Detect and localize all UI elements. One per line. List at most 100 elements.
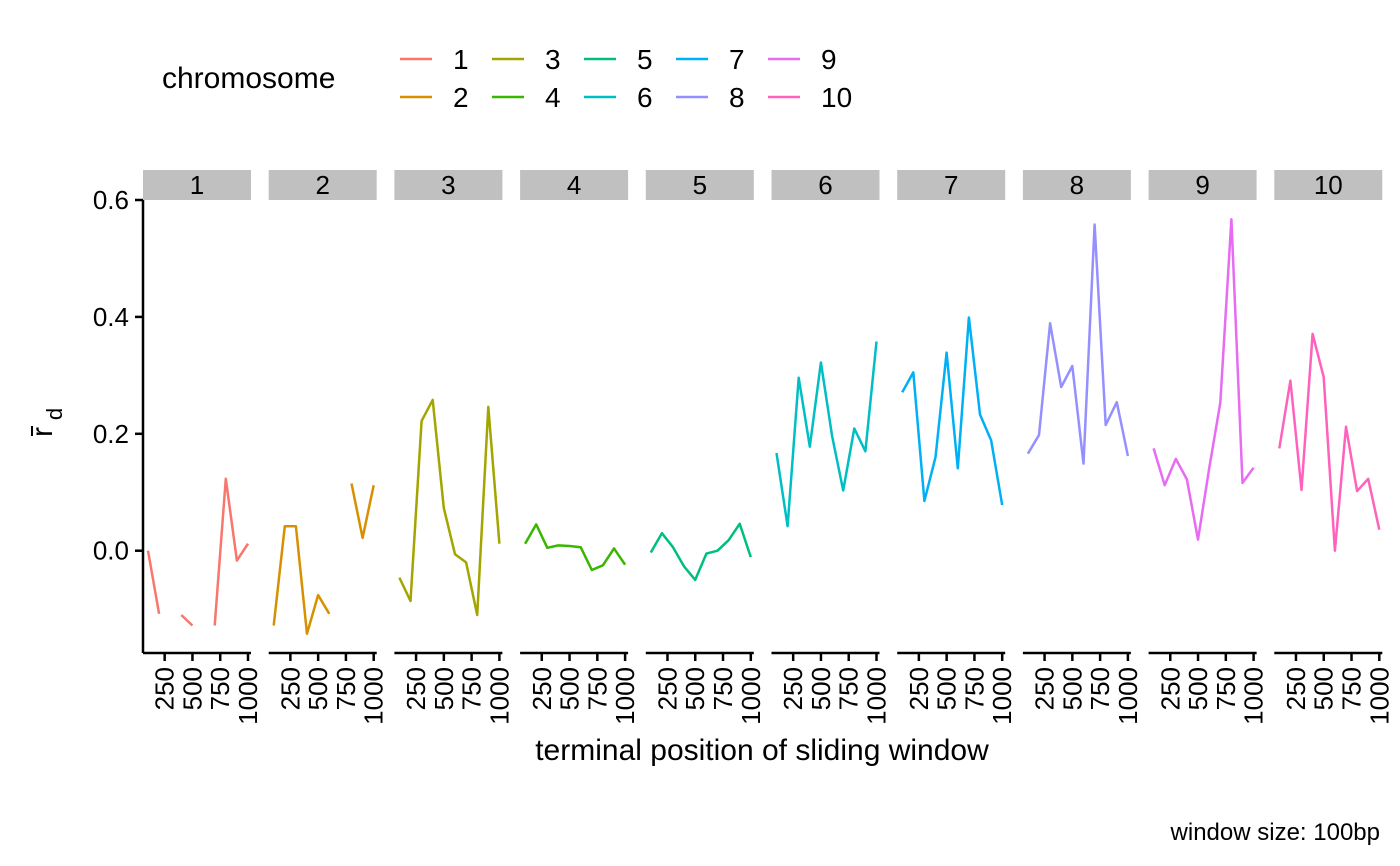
- x-tick-label: 500: [177, 667, 207, 710]
- facet-strip-label: 1: [190, 170, 204, 200]
- facet-strip: [1148, 170, 1257, 200]
- y-tick-label: 0.2: [93, 419, 129, 449]
- y-tick-label: 0.4: [93, 302, 129, 332]
- legend-label: 5: [637, 44, 653, 75]
- series-line-2: [272, 524, 331, 635]
- x-tick-label: 250: [1155, 667, 1185, 710]
- legend-label: 7: [729, 44, 745, 75]
- x-tick-label: 500: [303, 667, 333, 710]
- x-tick-label: 250: [1281, 667, 1311, 710]
- x-tick-label: 750: [582, 667, 612, 710]
- x-tick-label: 1000: [1113, 667, 1143, 725]
- series-line-7: [901, 316, 1004, 506]
- legend-label: 1: [453, 44, 469, 75]
- x-tick-label: 750: [708, 667, 738, 710]
- x-tick-label: 250: [904, 667, 934, 710]
- legend-label: 6: [637, 82, 653, 113]
- series-line-3: [398, 398, 501, 617]
- y-tick-label: 0.6: [93, 185, 129, 215]
- x-tick-label: 1000: [359, 667, 389, 725]
- x-tick-label: 750: [1337, 667, 1367, 710]
- x-tick-label: 750: [205, 667, 235, 710]
- facet-strip: [1022, 170, 1131, 200]
- x-tick-label: 750: [1211, 667, 1241, 710]
- series-line-1: [146, 550, 161, 615]
- series-line-6: [775, 341, 878, 528]
- facet-strip: [394, 170, 503, 200]
- legend-label: 4: [545, 82, 561, 113]
- facet-strip: [1274, 170, 1383, 200]
- legend: chromosome 1 2 3 4 5 6 7 8 9 10: [162, 44, 852, 113]
- legend-label: 2: [453, 82, 469, 113]
- x-tick-label: 1000: [862, 667, 892, 725]
- series-line-5: [649, 522, 752, 582]
- x-tick-label: 750: [959, 667, 989, 710]
- x-tick-label: 1000: [736, 667, 766, 725]
- legend-entry: 1: [400, 44, 469, 75]
- facet-strip-label: 7: [944, 170, 958, 200]
- legend-entry: 8: [676, 82, 745, 113]
- x-tick-label: 500: [1057, 667, 1087, 710]
- x-tick-label: 750: [331, 667, 361, 710]
- y-axis-title: r d: [26, 408, 67, 437]
- facet-strip: [897, 170, 1006, 200]
- facet-strip-label: 2: [315, 170, 329, 200]
- x-tick-label: 250: [275, 667, 305, 710]
- x-tick-label: 500: [932, 667, 962, 710]
- y-tick-label: 0.0: [93, 536, 129, 566]
- y-axis-title-main: r: [26, 427, 59, 437]
- legend-entry: 7: [676, 44, 745, 75]
- x-tick-label: 1000: [484, 667, 514, 725]
- series-line-1: [180, 614, 194, 627]
- x-tick-label: 250: [150, 667, 180, 710]
- facet-strip: [771, 170, 880, 200]
- legend-title: chromosome: [162, 62, 335, 95]
- x-tick-label: 500: [806, 667, 836, 710]
- x-tick-label: 1000: [987, 667, 1017, 725]
- series-line-10: [1278, 332, 1381, 552]
- x-tick-label: 500: [680, 667, 710, 710]
- series-line-4: [524, 523, 627, 572]
- legend-entry: 9: [768, 44, 837, 75]
- facet-strip: [520, 170, 629, 200]
- x-tick-label: 250: [527, 667, 557, 710]
- x-axis-title: terminal position of sliding window: [535, 734, 989, 767]
- facet-strip-label: 9: [1195, 170, 1209, 200]
- series-line-9: [1152, 218, 1255, 541]
- x-tick-label: 500: [429, 667, 459, 710]
- x-tick-label: 500: [555, 667, 585, 710]
- x-tick-label: 500: [1183, 667, 1213, 710]
- x-tick-label: 250: [1030, 667, 1060, 710]
- legend-entry: 4: [492, 82, 561, 113]
- x-tick-label: 1000: [1239, 667, 1269, 725]
- caption: window size: 100bp: [1170, 819, 1380, 846]
- legend-entry: 5: [584, 44, 653, 75]
- x-tick-label: 1000: [610, 667, 640, 725]
- y-axis: 0.0 0.2 0.4 0.6: [93, 185, 145, 653]
- legend-label: 8: [729, 82, 745, 113]
- facet-strip-label: 5: [693, 170, 707, 200]
- series-line-1: [213, 477, 250, 626]
- legend-label: 3: [545, 44, 561, 75]
- legend-label: 9: [821, 44, 837, 75]
- facet-strip-label: 10: [1314, 170, 1343, 200]
- facet-strip: [143, 170, 251, 200]
- x-tick-label: 250: [652, 667, 682, 710]
- x-tick-label: 1000: [1364, 667, 1394, 725]
- facet-strip-label: 6: [818, 170, 832, 200]
- legend-entry: 2: [400, 82, 469, 113]
- facet-strip-label: 3: [441, 170, 455, 200]
- legend-entry: 3: [492, 44, 561, 75]
- facet-strip-label: 8: [1070, 170, 1084, 200]
- x-tick-label: 750: [834, 667, 864, 710]
- x-tick-label: 250: [778, 667, 808, 710]
- series-line-8: [1026, 223, 1130, 465]
- legend-label: 10: [821, 82, 852, 113]
